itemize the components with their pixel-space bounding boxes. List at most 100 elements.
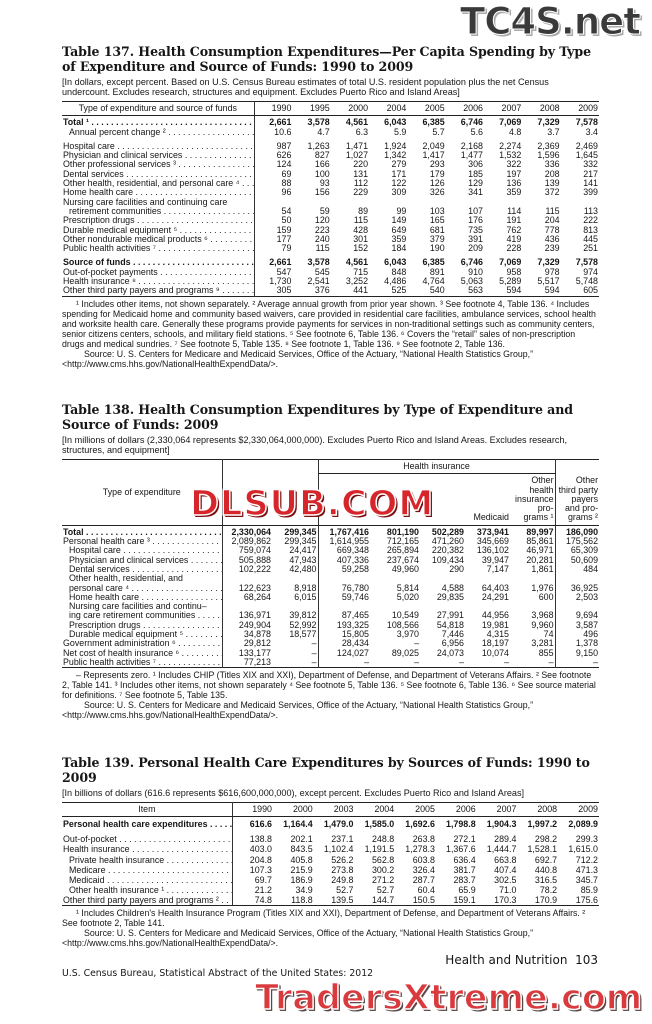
header-line: insurance — [515, 493, 554, 504]
cell-value: 1,692.6 — [405, 819, 435, 830]
cell-value: 441 — [353, 285, 369, 296]
column-header-year: 1990 — [254, 101, 293, 117]
cell-value: 7,578 — [575, 257, 598, 268]
cell-value: 222 — [583, 215, 598, 226]
column-header-year: 2008 — [522, 101, 561, 117]
column-header-year: 2000 — [330, 101, 370, 117]
cell-value: 471.3 — [575, 864, 598, 875]
header-line: grams ¹ — [523, 512, 554, 523]
cell-value: 1,615.0 — [568, 844, 598, 855]
table-row: Physician and clinical services 505,88847… — [62, 554, 599, 565]
cell-value: 299.3 — [575, 834, 598, 845]
cell-value: 1,528.1 — [527, 844, 558, 855]
cell-value: 2,503 — [575, 591, 599, 602]
cell-value: 122 — [391, 178, 407, 189]
cell-value: 1,342 — [384, 150, 407, 161]
column-header-year: 2003 — [313, 802, 355, 818]
cell-value: 1,976 — [510, 574, 556, 593]
cell-value: 381.7 — [453, 864, 476, 875]
row-label-line: Medicare — [63, 865, 231, 875]
cell-value: 89 — [358, 205, 369, 216]
cell-value: 6.3 — [355, 126, 369, 137]
cell-value: 52.7 — [376, 884, 395, 895]
column-group-health-insurance: Health insurance — [318, 459, 556, 475]
cell-value: 540 — [429, 285, 445, 296]
cell-value: 6,385 — [422, 117, 445, 128]
cell-value: 3.4 — [585, 126, 598, 137]
cell-value: 133,177 — [238, 647, 271, 658]
cell-value: 293 — [429, 159, 445, 170]
cell-value: 5,517 — [537, 276, 560, 287]
table-139-footnotes: ¹ Includes Children's Health Insurance P… — [62, 908, 599, 948]
row-label: Nursing care facilities and continu– ing … — [62, 602, 223, 621]
row-label: Total — [62, 525, 223, 538]
column-header-year: 2000 — [272, 802, 314, 818]
column-header-label: Type of expenditure — [62, 459, 223, 526]
cell-value: 273.8 — [331, 864, 354, 875]
row-label-line: Other health insurance ¹ — [63, 885, 231, 895]
row-label: Out-of-pocket payments — [62, 267, 255, 278]
cell-value: – — [272, 657, 319, 668]
table-row: Other health, residential, and personal c… — [62, 574, 599, 593]
row-label-line: Health insurance — [63, 844, 231, 854]
cell-value: 1,378 — [575, 638, 599, 649]
cell-value: 407.4 — [494, 864, 517, 875]
row-label-line: Medicaid — [63, 875, 231, 885]
column-header-other-third-party: Other third party payers and pro- grams … — [555, 459, 600, 526]
cell-value: 663.8 — [494, 854, 517, 865]
cell-value: 113 — [583, 205, 598, 216]
cell-value: – — [593, 656, 599, 667]
cell-value: 240 — [314, 233, 330, 244]
cell-value: 407,336 — [336, 554, 369, 565]
cell-value: 669,348 — [336, 545, 369, 556]
header-line: payers — [571, 493, 599, 504]
cell-value: 251 — [583, 243, 598, 254]
cell-value: 484 — [583, 563, 599, 574]
table-row: Other third party payers and programs ² 7… — [62, 894, 599, 906]
cell-value: 79 — [281, 243, 292, 254]
cell-value: 525 — [391, 285, 407, 296]
page-number: 103 — [575, 953, 598, 967]
cell-value: 144.7 — [371, 894, 395, 905]
cell-value: 1,532 — [499, 150, 522, 161]
row-label: Personal health care ³ — [62, 537, 223, 547]
table-137: Type of expenditure and source of funds … — [62, 101, 599, 297]
source-url: <http://www.cms.hhs.gov/NationalHealthEx… — [62, 710, 279, 721]
source-note: Source: U. S. Centers for Medicare and M… — [84, 348, 533, 359]
cell-value: 594 — [506, 285, 522, 296]
cell-value: 332 — [583, 159, 598, 170]
column-header-total — [222, 459, 272, 526]
cell-value: 1,417 — [422, 150, 445, 161]
cell-value: 50 — [281, 215, 292, 226]
table-row: Public health activities ⁷77,213––––––– — [62, 656, 599, 668]
row-label-line: Personal health care expenditures — [63, 819, 231, 829]
table-header-row: Type of expenditure Health insurance Oth… — [62, 459, 600, 526]
cell-value: 42,480 — [272, 564, 319, 575]
page-footer-section: Health and Nutrition 103 — [445, 953, 598, 967]
row-label: Other health insurance ¹ — [62, 884, 233, 895]
cell-value: 2,274 — [499, 140, 522, 151]
cell-value: 69 — [281, 168, 292, 179]
table-139-title: Table 139. Personal Health Care Expendit… — [62, 755, 590, 785]
row-label-line: Total ¹ — [63, 117, 253, 127]
cell-value: 27,991 — [436, 610, 464, 621]
cell-value: 600 — [510, 592, 556, 603]
cell-value: 3,587 — [575, 619, 599, 630]
cell-value: 326.4 — [412, 864, 435, 875]
cell-value: 563 — [468, 285, 483, 296]
cell-value: 54,818 — [436, 619, 464, 630]
table-header-row: Medicaid Other health insurance pro- gra… — [62, 473, 599, 526]
cell-value: 71.0 — [499, 884, 517, 895]
cell-value: 29,835 — [436, 591, 464, 602]
table-row: Government administration ⁶29,812–28,434… — [62, 638, 599, 649]
table-row: Physician and clinical services 626 827 1,0… — [62, 150, 599, 161]
cell-value: 165 — [429, 215, 445, 226]
column-header-hi-total — [318, 473, 370, 526]
cell-value: – — [272, 639, 319, 649]
cell-value: 89,997 — [510, 525, 556, 538]
cell-value: 159.1 — [453, 894, 476, 905]
cell-value: 5.9 — [394, 126, 407, 137]
table-row: Personal health care expenditures 616.6 1,… — [62, 816, 599, 830]
cell-value: 59,746 — [341, 591, 369, 602]
